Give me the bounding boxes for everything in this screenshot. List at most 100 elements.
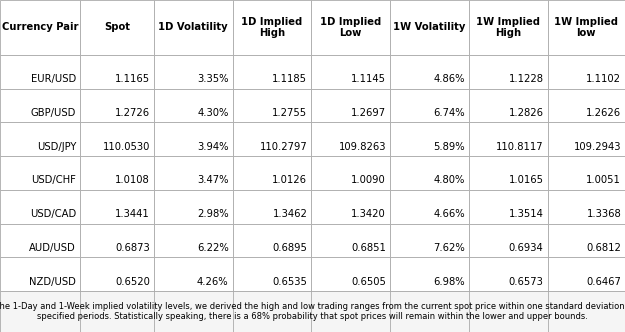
Bar: [154, 55, 232, 89]
Text: 3.47%: 3.47%: [197, 175, 229, 185]
Bar: [154, 89, 232, 123]
Text: 1W Volatility: 1W Volatility: [393, 23, 466, 33]
Bar: [311, 156, 390, 190]
Bar: [390, 123, 469, 156]
Text: 1.3420: 1.3420: [351, 209, 386, 219]
Text: 1D Implied
High: 1D Implied High: [241, 17, 302, 38]
Text: 6.74%: 6.74%: [433, 108, 465, 118]
Bar: [154, 123, 232, 156]
Bar: [548, 123, 625, 156]
Bar: [0, 291, 625, 332]
Text: 0.6467: 0.6467: [586, 277, 621, 287]
Text: 0.6535: 0.6535: [272, 277, 308, 287]
Text: EUR/USD: EUR/USD: [31, 74, 76, 84]
Bar: [311, 89, 390, 123]
Bar: [311, 257, 390, 291]
Text: NZD/USD: NZD/USD: [29, 277, 76, 287]
Text: AUD/USD: AUD/USD: [29, 243, 76, 253]
Bar: [469, 89, 548, 123]
Text: 4.26%: 4.26%: [197, 277, 229, 287]
Text: 1.3368: 1.3368: [586, 209, 621, 219]
Bar: [0, 89, 80, 123]
Bar: [80, 190, 154, 223]
Bar: [80, 0, 154, 55]
Text: USD/JPY: USD/JPY: [37, 142, 76, 152]
Bar: [80, 156, 154, 190]
Bar: [80, 55, 154, 89]
Text: 6.22%: 6.22%: [197, 243, 229, 253]
Text: 109.8263: 109.8263: [339, 142, 386, 152]
Bar: [0, 156, 80, 190]
Text: 1.2626: 1.2626: [586, 108, 621, 118]
Text: 3.35%: 3.35%: [197, 74, 229, 84]
Bar: [311, 0, 390, 55]
Bar: [0, 55, 80, 89]
Bar: [154, 0, 232, 55]
Bar: [469, 0, 548, 55]
Text: 1.1185: 1.1185: [272, 74, 308, 84]
Text: 1.3514: 1.3514: [509, 209, 544, 219]
Text: 0.6505: 0.6505: [351, 277, 386, 287]
Text: 7.62%: 7.62%: [433, 243, 465, 253]
Text: 110.2797: 110.2797: [259, 142, 308, 152]
Bar: [0, 123, 80, 156]
Text: 0.6812: 0.6812: [586, 243, 621, 253]
Bar: [0, 257, 80, 291]
Bar: [0, 190, 80, 223]
Bar: [232, 257, 311, 291]
Text: 0.6895: 0.6895: [272, 243, 308, 253]
Bar: [548, 89, 625, 123]
Text: 1.2697: 1.2697: [351, 108, 386, 118]
Bar: [154, 156, 232, 190]
Bar: [390, 223, 469, 257]
Bar: [154, 190, 232, 223]
Bar: [80, 257, 154, 291]
Bar: [311, 123, 390, 156]
Text: 0.6873: 0.6873: [115, 243, 150, 253]
Text: USD/CAD: USD/CAD: [30, 209, 76, 219]
Bar: [469, 156, 548, 190]
Text: 3.94%: 3.94%: [197, 142, 229, 152]
Text: 6.98%: 6.98%: [433, 277, 465, 287]
Bar: [154, 223, 232, 257]
Text: 1.3462: 1.3462: [272, 209, 308, 219]
Bar: [80, 89, 154, 123]
Bar: [469, 55, 548, 89]
Bar: [232, 89, 311, 123]
Bar: [390, 0, 469, 55]
Bar: [80, 223, 154, 257]
Text: 5.89%: 5.89%: [433, 142, 465, 152]
Bar: [232, 123, 311, 156]
Text: 1W Implied
low: 1W Implied low: [554, 17, 618, 38]
Text: 4.30%: 4.30%: [198, 108, 229, 118]
Text: 1.0108: 1.0108: [115, 175, 150, 185]
Text: 1D Implied
Low: 1D Implied Low: [320, 17, 381, 38]
Bar: [80, 123, 154, 156]
Bar: [548, 55, 625, 89]
Text: 0.6851: 0.6851: [351, 243, 386, 253]
Bar: [469, 123, 548, 156]
Text: 1.2826: 1.2826: [509, 108, 544, 118]
Text: 1.1145: 1.1145: [351, 74, 386, 84]
Text: GBP/USD: GBP/USD: [31, 108, 76, 118]
Text: 1.3441: 1.3441: [115, 209, 150, 219]
Bar: [469, 257, 548, 291]
Text: 4.66%: 4.66%: [433, 209, 465, 219]
Text: 110.8117: 110.8117: [496, 142, 544, 152]
Bar: [548, 0, 625, 55]
Text: 1.1102: 1.1102: [586, 74, 621, 84]
Bar: [232, 0, 311, 55]
Bar: [0, 223, 80, 257]
Text: 0.6934: 0.6934: [509, 243, 544, 253]
Bar: [390, 190, 469, 223]
Bar: [0, 0, 80, 55]
Text: 1.1228: 1.1228: [509, 74, 544, 84]
Bar: [232, 55, 311, 89]
Text: 1.1165: 1.1165: [115, 74, 150, 84]
Text: 1.2726: 1.2726: [115, 108, 150, 118]
Text: Spot: Spot: [104, 23, 130, 33]
Bar: [390, 156, 469, 190]
Bar: [390, 55, 469, 89]
Text: 1.0051: 1.0051: [586, 175, 621, 185]
Text: 1.0126: 1.0126: [272, 175, 308, 185]
